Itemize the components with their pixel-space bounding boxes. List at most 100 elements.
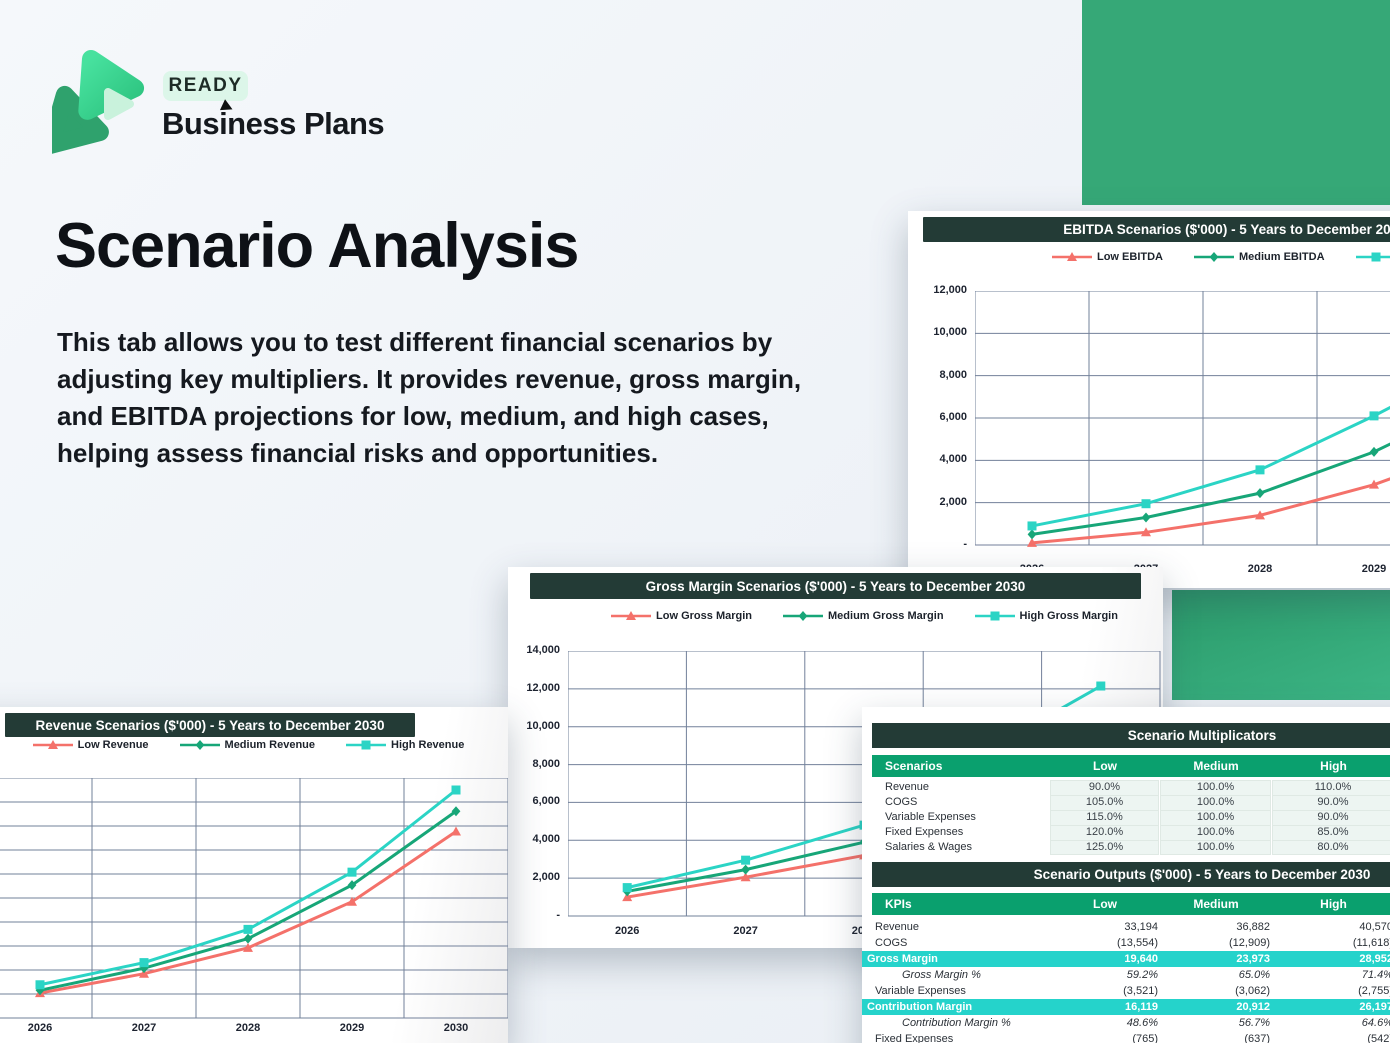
chart-legend: Low Gross Margin Medium Gross Margin Hig…	[568, 610, 1160, 622]
ready-badge: READY	[163, 71, 248, 101]
chart-plot-area	[0, 778, 508, 1020]
table-cell[interactable]: 100.0%	[1160, 825, 1271, 840]
table-cell: 33,194	[1124, 921, 1158, 933]
table-row: Salaries & Wages 125.0% 100.0% 80.0%	[872, 840, 1390, 855]
table-cell: 36,882	[1236, 921, 1270, 933]
legend-label: Low Revenue	[77, 739, 149, 751]
gross-margin-chart-title: Gross Margin Scenarios ($'000) - 5 Years…	[530, 573, 1141, 599]
legend-item: High Gross Margin	[974, 610, 1118, 622]
x-axis-label: 2028	[235, 1022, 261, 1034]
decor-rect-mid-right	[1172, 590, 1390, 700]
y-axis-label: 12,000	[933, 284, 967, 296]
x-axis-label: 2026	[27, 1022, 53, 1034]
y-axis-label: 10,000	[526, 719, 560, 732]
y-axis-label: 2,000	[939, 495, 967, 508]
multiplicators-header: Scenarios Low Medium High	[872, 755, 1390, 777]
row-label: Fixed Expenses	[875, 1033, 954, 1043]
row-label: Contribution Margin %	[902, 1017, 1011, 1029]
ready-badge-label: READY	[168, 75, 243, 96]
ebitda-chart-panel: EBITDA Scenarios ($'000) - 5 Years to De…	[908, 211, 1390, 588]
y-axis-label: 2,000	[532, 871, 560, 884]
outputs-rows: Revenue 33,194 36,882 40,570 COGS (13,554) (12…	[862, 919, 1390, 1043]
table-row: Variable Expenses 115.0% 100.0% 90.0%	[872, 810, 1390, 825]
revenue-chart-panel: Revenue Scenarios ($'000) - 5 Years to D…	[0, 707, 508, 1043]
y-axis-label: 10,000	[933, 326, 967, 339]
legend-marker-icon	[346, 740, 386, 750]
x-axis-label: 2030	[443, 1022, 469, 1034]
table-cell[interactable]: 90.0%	[1272, 810, 1390, 825]
table-cell: (3,062)	[1235, 985, 1270, 997]
table-cell: 56.7%	[1238, 1017, 1270, 1029]
row-label: COGS	[875, 937, 908, 949]
table-row: Revenue 33,194 36,882 40,570	[862, 919, 1390, 935]
multiplicators-title: Scenario Multiplicators	[872, 723, 1390, 748]
legend-label: High Gross Margin	[1019, 610, 1118, 622]
table-cell: (765)	[1132, 1033, 1158, 1043]
table-cell[interactable]: 80.0%	[1272, 840, 1390, 855]
table-cell: 64.6%	[1361, 1017, 1390, 1029]
scenario-tables-panel: Scenario Multiplicators Scenarios Low Medi…	[862, 707, 1390, 1043]
row-label: Gross Margin %	[902, 969, 981, 981]
table-row: Contribution Margin % 48.6% 56.7% 64.6%	[862, 1015, 1390, 1031]
legend-item: High Revenue	[345, 739, 464, 751]
outputs-header: KPIs Low Medium High	[872, 893, 1390, 915]
chart-plot-area	[975, 291, 1390, 547]
table-row: Contribution Margin 16,119 20,912 26,197	[862, 999, 1390, 1015]
table-row: Variable Expenses (3,521) (3,062) (2,755)	[862, 983, 1390, 999]
column-header: Low	[1093, 897, 1117, 911]
table-cell[interactable]: 100.0%	[1160, 795, 1271, 810]
y-axis-label: 6,000	[532, 795, 560, 808]
chart-legend: Low Revenue Medium Revenue High Revenue	[0, 739, 508, 751]
page-description: This tab allows you to test different fi…	[57, 327, 802, 468]
table-cell[interactable]: 85.0%	[1272, 825, 1390, 840]
column-header: Medium	[1193, 897, 1239, 911]
y-axis-label: 14,000	[526, 644, 560, 656]
table-cell[interactable]: 90.0%	[1272, 795, 1390, 810]
column-header: Scenarios	[885, 759, 943, 773]
table-row: Revenue 90.0% 100.0% 110.0%	[872, 780, 1390, 795]
table-cell: 65.0%	[1238, 969, 1270, 981]
table-cell: 26,197	[1359, 1001, 1390, 1013]
table-cell[interactable]: 120.0%	[1050, 825, 1159, 840]
table-cell[interactable]: 110.0%	[1272, 780, 1390, 795]
legend-item: Low Revenue	[32, 739, 149, 751]
table-cell[interactable]: 105.0%	[1050, 795, 1159, 810]
brand-play-icon	[52, 49, 145, 154]
row-label: Fixed Expenses	[885, 826, 964, 838]
table-cell[interactable]: 100.0%	[1160, 840, 1271, 855]
table-cell: 16,119	[1124, 1001, 1158, 1013]
multiplicators-rows: Revenue 90.0% 100.0% 110.0% COGS 105.0% 100.0%…	[872, 780, 1390, 855]
table-cell[interactable]: 100.0%	[1160, 810, 1271, 825]
chart-legend: Low EBITDA Medium EBITDA High EBITDA	[975, 251, 1390, 263]
table-cell: 20,912	[1236, 1001, 1270, 1013]
column-header: Low	[1093, 759, 1117, 773]
legend-marker-icon	[611, 611, 652, 620]
table-cell[interactable]: 90.0%	[1050, 780, 1159, 795]
legend-marker-icon	[974, 611, 1015, 621]
y-axis-label: 6,000	[939, 411, 967, 423]
table-row: Gross Margin % 59.2% 65.0% 71.4%	[862, 967, 1390, 983]
row-label: Contribution Margin	[867, 1001, 973, 1013]
table-cell: (2,755)	[1358, 985, 1390, 997]
row-label: Gross Margin	[867, 953, 938, 965]
table-cell: (11,618)	[1352, 937, 1390, 949]
brand-logo	[52, 44, 172, 174]
legend-label: Low EBITDA	[1096, 251, 1163, 263]
ebitda-chart-title: EBITDA Scenarios ($'000) - 5 Years to De…	[923, 217, 1390, 242]
table-row: Fixed Expenses 120.0% 100.0% 85.0%	[872, 825, 1390, 840]
y-axis-label: -	[556, 909, 560, 921]
table-cell: (637)	[1244, 1033, 1270, 1043]
legend-label: Low Gross Margin	[656, 610, 753, 622]
y-axis-label: 4,000	[939, 453, 967, 466]
table-cell[interactable]: 125.0%	[1050, 840, 1159, 855]
table-cell: 48.6%	[1126, 1017, 1158, 1029]
table-cell[interactable]: 115.0%	[1050, 810, 1159, 825]
decor-rect-top-right	[1082, 0, 1390, 205]
legend-label: High Revenue	[391, 739, 465, 751]
table-cell: (542)	[1367, 1033, 1390, 1043]
legend-marker-icon	[179, 740, 220, 750]
legend-item: Low EBITDA	[1051, 251, 1163, 263]
table-cell[interactable]: 100.0%	[1160, 780, 1271, 795]
revenue-chart-title: Revenue Scenarios ($'000) - 5 Years to D…	[5, 713, 415, 737]
